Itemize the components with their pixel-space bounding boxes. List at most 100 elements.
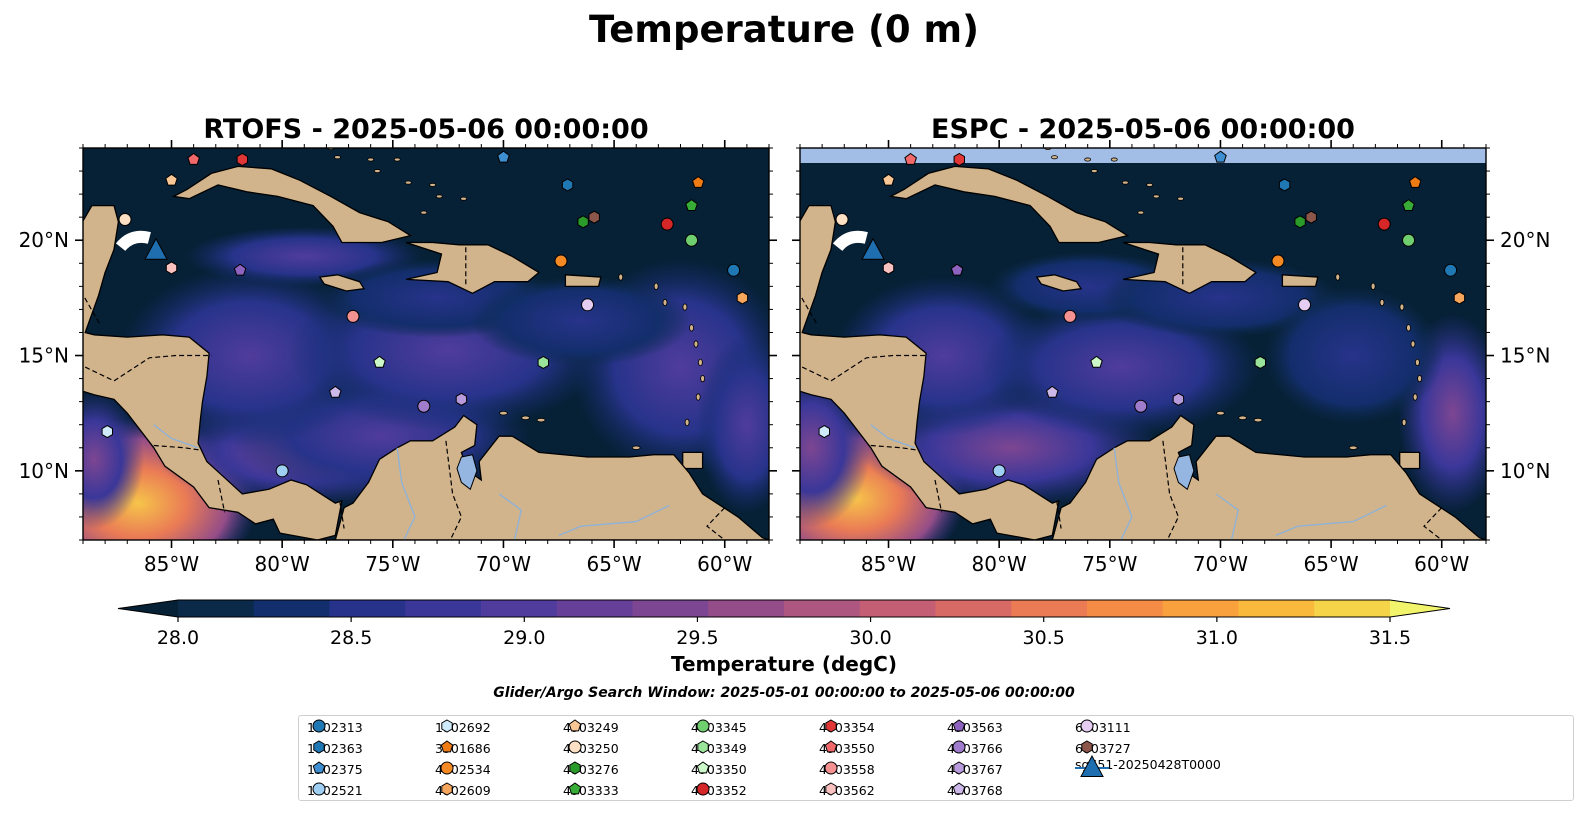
float-marker-4903562 <box>165 261 178 275</box>
float-marker-4903563 <box>233 263 247 276</box>
island <box>435 194 443 199</box>
legend-item-4903563: 4903563 <box>947 717 1003 737</box>
legend-item-4903767: 4903767 <box>947 759 1003 779</box>
country-border <box>339 500 345 529</box>
legend-marker-icon <box>440 740 454 753</box>
colorbar-tick-label: 28.5 <box>330 627 372 649</box>
legend-marker-icon <box>441 782 453 796</box>
float-marker-4903345 <box>1402 233 1416 247</box>
legend-pentagon-icon <box>440 740 454 753</box>
legend-item-1902363: 1902363 <box>307 738 363 758</box>
legend-marker-icon <box>1080 719 1094 733</box>
land-hispaniola <box>1122 241 1258 295</box>
legend-item-4902534: 4902534 <box>435 759 491 779</box>
legend-marker-icon <box>568 719 582 732</box>
land-trinidad <box>1399 451 1421 470</box>
float-marker-1902692 <box>101 425 113 439</box>
legend-circle-icon <box>696 782 710 796</box>
lon-tick-label: 80°W <box>972 552 1027 576</box>
legend-pentagon-icon <box>824 740 838 753</box>
land-hispaniola <box>405 241 541 295</box>
map-panel-rtofs: RTOFS - 2025-05-06 00:00:00 85°W 80°W 75°W 7… <box>19 114 777 576</box>
country-border <box>83 293 102 326</box>
float-marker-1902313 <box>727 263 741 277</box>
legend-hexagon-icon <box>953 761 965 775</box>
lat-tick-label: 10°N <box>19 459 69 483</box>
island <box>460 196 468 201</box>
float-marker-1902692 <box>818 425 830 439</box>
island <box>693 340 699 348</box>
colorbar-segment <box>859 600 936 617</box>
legend-circle-icon <box>952 740 966 754</box>
legend-item-4903562: 4903562 <box>819 780 875 800</box>
island <box>1137 210 1145 215</box>
float-marker-4903333 <box>685 198 698 211</box>
island <box>1406 324 1411 332</box>
float-marker-4903550 <box>187 152 200 165</box>
float-marker-4903550 <box>904 152 917 165</box>
country-border <box>153 444 201 451</box>
colorbar-segment <box>481 600 558 617</box>
lake-maracaibo <box>456 454 478 491</box>
float-marker-4903768 <box>1046 385 1059 398</box>
island <box>393 157 401 162</box>
colorbar-tick-label: 29.5 <box>676 627 718 649</box>
legend-item-4903350: 4903350 <box>691 759 747 779</box>
legend-item-4903333: 4903333 <box>563 780 619 800</box>
colorbar-segment <box>556 600 633 617</box>
colorbar-segment <box>1087 600 1164 617</box>
lon-tick-label: 75°W <box>365 552 420 576</box>
float-marker-4903333 <box>1402 198 1415 211</box>
legend-item-3901686: 3901686 <box>435 738 491 758</box>
float-marker-1902521 <box>275 464 289 478</box>
legend-pentagon-icon <box>952 782 966 795</box>
legend-hexagon-icon <box>825 782 837 796</box>
colorbar-tick-label: 31.0 <box>1196 627 1238 649</box>
legend-marker-icon <box>441 719 453 733</box>
colorbar-segment <box>329 600 406 617</box>
legend-circle-icon <box>696 719 710 733</box>
land-central <box>83 204 343 540</box>
island <box>1348 445 1358 450</box>
float-marker-4903767 <box>455 392 468 406</box>
legend-marker-icon <box>953 761 965 775</box>
lon-tick-label: 80°W <box>255 552 310 576</box>
float-marker-4902609 <box>736 291 749 305</box>
float-marker-4903558 <box>1063 309 1077 323</box>
float-marker-6903727 <box>588 210 600 224</box>
island <box>1401 418 1407 426</box>
country-border <box>445 440 463 540</box>
legend-item-4903558: 4903558 <box>819 759 875 779</box>
legend-item-4903352: 4903352 <box>691 780 747 800</box>
float-marker-3901686 <box>691 175 705 188</box>
island <box>1216 410 1225 416</box>
float-marker-1902521 <box>992 464 1006 478</box>
country-border <box>217 479 226 513</box>
map-panel-espc: ESPC - 2025-05-06 00:00:00 85°W 80°W 75°W 70… <box>792 114 1550 576</box>
legend-item-6903111: 6903111 <box>1075 717 1131 737</box>
island <box>1370 282 1376 290</box>
island <box>695 393 701 401</box>
country-border <box>800 293 819 326</box>
float-marker-4903276 <box>577 215 589 229</box>
panel-title: ESPC - 2025-05-06 00:00:00 <box>931 114 1355 145</box>
legend-circle-icon <box>440 761 454 775</box>
river <box>498 493 522 540</box>
float-marker-4903562 <box>882 261 895 275</box>
legend-item-4903345: 4903345 <box>691 717 747 737</box>
country-border <box>1423 507 1443 540</box>
colorbar-segment <box>632 600 709 617</box>
island <box>618 273 624 281</box>
legend-pentagon-icon <box>568 719 582 732</box>
country-border <box>1162 440 1180 540</box>
float-marker-1902313 <box>1444 263 1458 277</box>
legend-hexagon-icon <box>1081 740 1093 754</box>
float-marker-4903766 <box>417 399 431 413</box>
lon-tick-label: 85°W <box>144 552 199 576</box>
lon-tick-label: 65°W <box>1303 552 1358 576</box>
colorbar: 28.0 28.5 29.0 29.5 30.0 30.5 31.0 31.5 <box>117 599 1451 649</box>
glider-marker <box>144 237 168 260</box>
float-marker-1902375 <box>1214 150 1227 163</box>
island <box>373 169 381 174</box>
